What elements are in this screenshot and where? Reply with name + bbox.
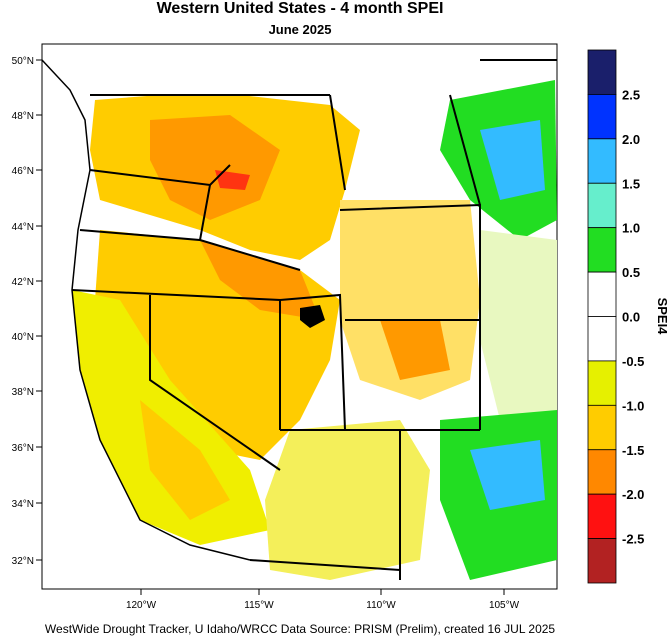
state-borders <box>71 59 557 580</box>
lat-label: 40°N <box>12 332 34 343</box>
colorbar-title: SPEI4 <box>655 298 670 336</box>
colorbar-swatch <box>587 271 617 317</box>
lat-label: 38°N <box>12 387 34 398</box>
colorbar-tick-label: -2.0 <box>622 487 644 502</box>
colorbar-tick-label: -1.0 <box>622 398 644 413</box>
coastline <box>41 59 251 561</box>
map-title: Western United States - 4 month SPEI <box>156 0 444 17</box>
lat-label: 46°N <box>12 166 34 177</box>
colorbar-swatch <box>587 227 617 273</box>
lat-label: 34°N <box>12 499 34 510</box>
colorbar-swatch <box>587 404 617 451</box>
colorbar-swatch <box>587 94 617 140</box>
colorbar-swatch <box>587 316 617 362</box>
colorbar-tick-label: 0.5 <box>622 265 640 280</box>
lat-label: 32°N <box>12 556 34 567</box>
colorbar-swatch <box>587 360 617 406</box>
map-footer: WestWide Drought Tracker, U Idaho/WRCC D… <box>44 622 556 636</box>
colorbar-tick-label: 2.0 <box>622 132 640 147</box>
map-subtitle: June 2025 <box>268 22 332 37</box>
lat-label: 44°N <box>12 222 34 233</box>
lon-label: 120°W <box>126 600 157 611</box>
lat-label: 42°N <box>12 277 34 288</box>
colorbar-tick-label: -1.5 <box>622 443 644 458</box>
colorbar-tick-label: 1.5 <box>622 176 640 191</box>
colorbar <box>587 49 617 584</box>
colorbar-tick-label: 1.0 <box>622 221 640 236</box>
colorbar-swatch <box>587 538 617 584</box>
colorbar-ticks: 2.5 2.0 1.5 1.0 0.5 0.0 -0.5 -1.0 -1.5 -2.0 -2.5 <box>622 87 644 546</box>
colorbar-swatch <box>587 493 617 539</box>
colorbar-tick-label: -2.5 <box>622 532 644 547</box>
lat-label: 50°N <box>12 56 34 67</box>
colorbar-swatch <box>587 182 617 229</box>
lat-axis: 50°N 48°N 46°N 44°N 42°N 40°N 38°N 36°N … <box>12 56 42 567</box>
lon-label: 115°W <box>244 600 274 611</box>
colorbar-tick-label: -0.5 <box>622 354 644 369</box>
colorbar-tick-label: 2.5 <box>622 87 640 102</box>
colorbar-swatch <box>587 138 617 184</box>
lon-label: 105°W <box>489 600 520 611</box>
lon-label: 110°W <box>366 600 396 611</box>
lat-label: 36°N <box>12 443 34 454</box>
colorbar-swatch <box>587 49 617 95</box>
spei-shading <box>72 80 557 580</box>
colorbar-tick-label: 0.0 <box>622 310 640 325</box>
colorbar-swatch <box>587 449 617 495</box>
lat-label: 48°N <box>12 111 34 122</box>
lon-axis: 120°W 115°W 110°W 105°W <box>126 589 520 611</box>
